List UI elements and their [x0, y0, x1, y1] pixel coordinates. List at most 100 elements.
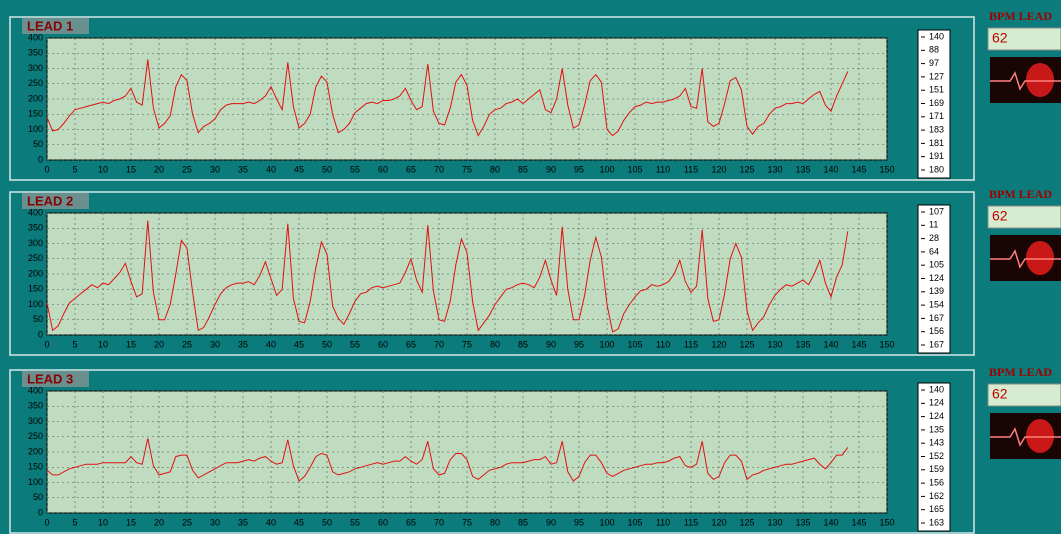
value-list-item: 107 — [929, 206, 944, 216]
value-list-item: 167 — [929, 339, 944, 349]
y-tick-label: 50 — [33, 492, 43, 502]
x-tick-label: 10 — [98, 339, 108, 349]
value-list-item: 169 — [929, 98, 944, 108]
y-tick-label: 300 — [28, 238, 43, 248]
y-tick-label: 100 — [28, 477, 43, 487]
x-tick-label: 150 — [879, 339, 894, 349]
x-tick-label: 100 — [599, 517, 614, 527]
x-tick-label: 120 — [711, 339, 726, 349]
x-tick-label: 90 — [546, 339, 556, 349]
value-list-item: 88 — [929, 45, 939, 55]
x-tick-label: 35 — [238, 339, 248, 349]
x-tick-label: 20 — [154, 517, 164, 527]
value-list-item: 127 — [929, 71, 944, 81]
x-tick-label: 120 — [711, 517, 726, 527]
x-tick-label: 45 — [294, 339, 304, 349]
x-tick-label: 135 — [795, 339, 810, 349]
x-tick-label: 75 — [462, 339, 472, 349]
y-tick-label: 400 — [28, 385, 43, 395]
value-list-item: 165 — [929, 504, 944, 514]
x-tick-label: 115 — [684, 517, 698, 527]
x-tick-label: 95 — [574, 164, 584, 174]
value-list-item: 11 — [929, 220, 938, 230]
x-tick-label: 80 — [490, 164, 500, 174]
x-tick-label: 35 — [238, 517, 248, 527]
x-tick-label: 145 — [851, 164, 866, 174]
y-tick-label: 350 — [28, 223, 43, 233]
x-tick-label: 105 — [627, 164, 642, 174]
value-list-item: 154 — [929, 299, 944, 309]
y-tick-label: 350 — [28, 48, 43, 58]
y-tick-label: 200 — [28, 268, 43, 278]
y-tick-label: 50 — [33, 314, 43, 324]
x-tick-label: 25 — [182, 339, 192, 349]
x-tick-label: 30 — [210, 517, 220, 527]
x-tick-label: 110 — [656, 164, 670, 174]
x-tick-label: 140 — [823, 339, 838, 349]
bpm-value: 62 — [992, 30, 1008, 46]
x-tick-label: 130 — [767, 164, 782, 174]
y-tick-label: 150 — [28, 109, 43, 119]
x-tick-label: 45 — [294, 164, 304, 174]
x-tick-label: 90 — [546, 164, 556, 174]
x-tick-label: 65 — [406, 339, 416, 349]
x-tick-label: 15 — [126, 339, 136, 349]
value-list-item: 140 — [929, 31, 944, 41]
x-tick-label: 75 — [462, 164, 472, 174]
x-tick-label: 75 — [462, 517, 472, 527]
x-tick-label: 135 — [795, 164, 810, 174]
y-tick-label: 0 — [38, 329, 43, 339]
x-tick-label: 35 — [238, 164, 248, 174]
value-list-item: 183 — [929, 124, 944, 134]
y-tick-label: 0 — [38, 154, 43, 164]
value-list-item: 163 — [929, 517, 944, 527]
x-tick-label: 85 — [518, 164, 528, 174]
y-tick-label: 150 — [28, 284, 43, 294]
x-tick-label: 10 — [98, 164, 108, 174]
value-list-item: 162 — [929, 491, 944, 501]
y-tick-label: 200 — [28, 93, 43, 103]
value-list-item: 156 — [929, 477, 944, 487]
x-tick-label: 80 — [490, 339, 500, 349]
x-tick-label: 140 — [823, 517, 838, 527]
value-list-item: 180 — [929, 164, 944, 174]
x-tick-label: 0 — [44, 164, 49, 174]
bpm-label: BPM LEAD — [989, 187, 1052, 201]
x-tick-label: 100 — [599, 339, 614, 349]
x-tick-label: 125 — [739, 517, 754, 527]
y-tick-label: 200 — [28, 446, 43, 456]
x-tick-label: 40 — [266, 517, 276, 527]
x-tick-label: 50 — [322, 164, 332, 174]
x-tick-label: 10 — [98, 517, 108, 527]
x-tick-label: 80 — [490, 517, 500, 527]
x-tick-label: 115 — [684, 339, 698, 349]
x-tick-label: 0 — [44, 339, 49, 349]
heart-icon — [1026, 241, 1054, 275]
y-tick-label: 250 — [28, 253, 43, 263]
y-tick-label: 250 — [28, 431, 43, 441]
value-list-item: 124 — [929, 411, 944, 421]
x-tick-label: 85 — [518, 517, 528, 527]
y-tick-label: 50 — [33, 139, 43, 149]
x-tick-label: 70 — [434, 339, 444, 349]
x-tick-label: 150 — [879, 164, 894, 174]
x-tick-label: 20 — [154, 164, 164, 174]
x-tick-label: 40 — [266, 339, 276, 349]
y-tick-label: 150 — [28, 462, 43, 472]
value-list-item: 64 — [929, 246, 939, 256]
x-tick-label: 60 — [378, 339, 388, 349]
x-tick-label: 90 — [546, 517, 556, 527]
x-tick-label: 5 — [72, 339, 77, 349]
value-list-item: 140 — [929, 384, 944, 394]
x-tick-label: 15 — [126, 164, 136, 174]
x-tick-label: 140 — [823, 164, 838, 174]
monitor-screen: LEAD 10501001502002503003504000510152025… — [0, 0, 1061, 534]
y-tick-label: 250 — [28, 78, 43, 88]
y-tick-label: 400 — [28, 207, 43, 217]
y-tick-label: 100 — [28, 124, 43, 134]
value-list-item: 159 — [929, 464, 944, 474]
x-tick-label: 15 — [126, 517, 136, 527]
x-tick-label: 25 — [182, 164, 192, 174]
value-list-item: 181 — [929, 138, 944, 148]
x-tick-label: 130 — [767, 339, 782, 349]
